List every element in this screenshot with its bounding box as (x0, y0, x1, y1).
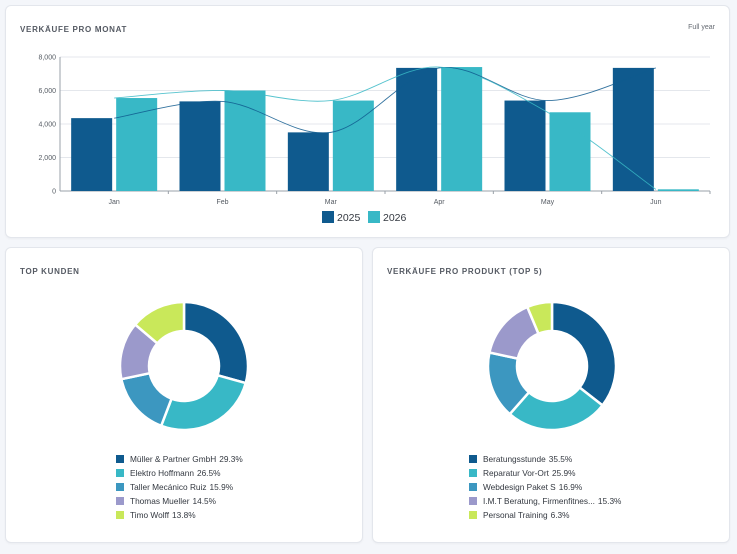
legend-value: 6.3% (550, 510, 570, 520)
legend-swatch (116, 483, 124, 491)
legend-label: Taller Mecánico Ruiz (130, 482, 207, 492)
legend-label: Personal Training (483, 510, 548, 520)
sales-per-product-donut (486, 300, 618, 432)
top-customers-title: TOP KUNDEN (20, 267, 80, 276)
legend-item[interactable]: Webdesign Paket S 16.9% (469, 480, 621, 494)
legend-swatch (116, 497, 124, 505)
x-tick-label: Jun (650, 199, 661, 206)
x-tick-label: Jan (109, 199, 120, 206)
bar-2025-jan (71, 118, 113, 191)
legend-item[interactable]: Elektro Hoffmann 26.5% (116, 466, 243, 480)
sales-per-product-title: VERKÄUFE PRO PRODUKT (TOP 5) (387, 267, 543, 276)
bar-2025-jun (612, 67, 654, 191)
top-customers-card: TOP KUNDEN Müller & Partner GmbH 29.3% Ele… (5, 247, 363, 543)
y-tick-label: 6,000 (38, 88, 56, 95)
trend-line-2026 (114, 66, 657, 190)
legend-swatch (116, 455, 124, 463)
y-tick-label: 0 (52, 189, 56, 196)
legend-value: 13.8% (172, 510, 196, 520)
bar-2026-mar (332, 100, 374, 191)
legend-swatch (469, 483, 477, 491)
x-tick-label: Feb (216, 199, 228, 206)
range-selector[interactable]: Full year (688, 24, 715, 31)
legend-value: 25.9% (551, 468, 576, 478)
bar-2025-mar (287, 132, 329, 191)
legend-swatch (469, 511, 477, 519)
donut-slice (525, 300, 554, 336)
legend-swatch-2025 (322, 211, 334, 223)
sales-per-product-legend: Beratungsstunde 35.5% Reparatur Vor-Ort 25.… (469, 452, 621, 522)
legend-value: 16.9% (558, 482, 583, 492)
legend-value: 15.3% (597, 496, 622, 506)
bar-2026-jun (657, 189, 699, 191)
legend-item[interactable]: Müller & Partner GmbH 29.3% (116, 452, 243, 466)
legend-swatch (469, 497, 477, 505)
legend-value: 29.3% (219, 454, 243, 464)
legend-swatch (469, 455, 477, 463)
monthly-sales-card: VERKÄUFE PRO MONAT Full year 0 2,000 4,000… (5, 5, 730, 238)
bar-2025-apr (396, 67, 438, 191)
legend-item[interactable]: I.M.T Beratung, Firmenfitnes... 15.3% (469, 494, 621, 508)
legend-swatch-2026 (368, 211, 380, 223)
legend-label-2026: 2026 (383, 212, 407, 224)
x-tick-label: Apr (434, 199, 446, 206)
legend-value: 26.5% (196, 468, 221, 478)
x-tick-label: Mar (325, 199, 338, 206)
y-tick-label: 4,000 (38, 122, 56, 129)
legend-label: Elektro Hoffmann (130, 468, 194, 478)
legend-swatch (469, 469, 477, 477)
top-customers-donut (118, 300, 250, 432)
sales-per-product-card: VERKÄUFE PRO PRODUKT (TOP 5) Beratungsst… (372, 247, 730, 543)
bar-2026-jan (116, 98, 158, 191)
donut-slice (133, 300, 186, 346)
legend-item[interactable]: Beratungsstunde 35.5% (469, 452, 621, 466)
legend-item[interactable]: Personal Training 6.3% (469, 508, 621, 522)
legend-label: Timo Wolff (130, 510, 170, 520)
legend-swatch (116, 469, 124, 477)
bar-2026-feb (224, 90, 266, 191)
donut-slice (550, 300, 618, 408)
y-tick-label: 2,000 (38, 155, 56, 162)
legend-item[interactable]: Thomas Mueller 14.5% (116, 494, 243, 508)
legend-item[interactable]: Reparatur Vor-Ort 25.9% (469, 466, 621, 480)
monthly-sales-title: VERKÄUFE PRO MONAT (20, 25, 128, 34)
donut-slice (182, 300, 250, 385)
legend-label: Webdesign Paket S (483, 482, 556, 492)
legend-label: Beratungsstunde (483, 454, 546, 464)
donut-slice (119, 371, 174, 428)
y-tick-label: 8,000 (38, 55, 56, 62)
monthly-sales-chart: 0 2,000 4,000 6,000 8,000 Jan Feb Mar Apr May Jun 2… (38, 55, 711, 224)
bar-2025-may (504, 100, 546, 191)
legend-item[interactable]: Taller Mecánico Ruiz 15.9% (116, 480, 243, 494)
bar-2026-apr (441, 67, 483, 191)
donut-slice (159, 373, 248, 432)
legend-value: 35.5% (548, 454, 573, 464)
legend-label: Reparatur Vor-Ort (483, 468, 549, 478)
legend-value: 14.5% (192, 496, 217, 506)
top-customers-legend: Müller & Partner GmbH 29.3% Elektro Hoffma… (116, 452, 243, 522)
bar-2025-feb (179, 101, 221, 191)
legend-label: I.M.T Beratung, Firmenfitnes... (483, 496, 595, 506)
legend-label: Müller & Partner GmbH (130, 454, 217, 464)
legend-label-2025: 2025 (337, 212, 361, 224)
legend-value: 15.9% (209, 482, 234, 492)
bar-2026-may (549, 112, 591, 191)
legend-label: Thomas Mueller (130, 496, 190, 506)
trend-line-2025 (114, 66, 656, 134)
x-tick-label: May (541, 199, 555, 206)
legend-swatch (116, 511, 124, 519)
legend-item[interactable]: Timo Wolff 13.8% (116, 508, 243, 522)
